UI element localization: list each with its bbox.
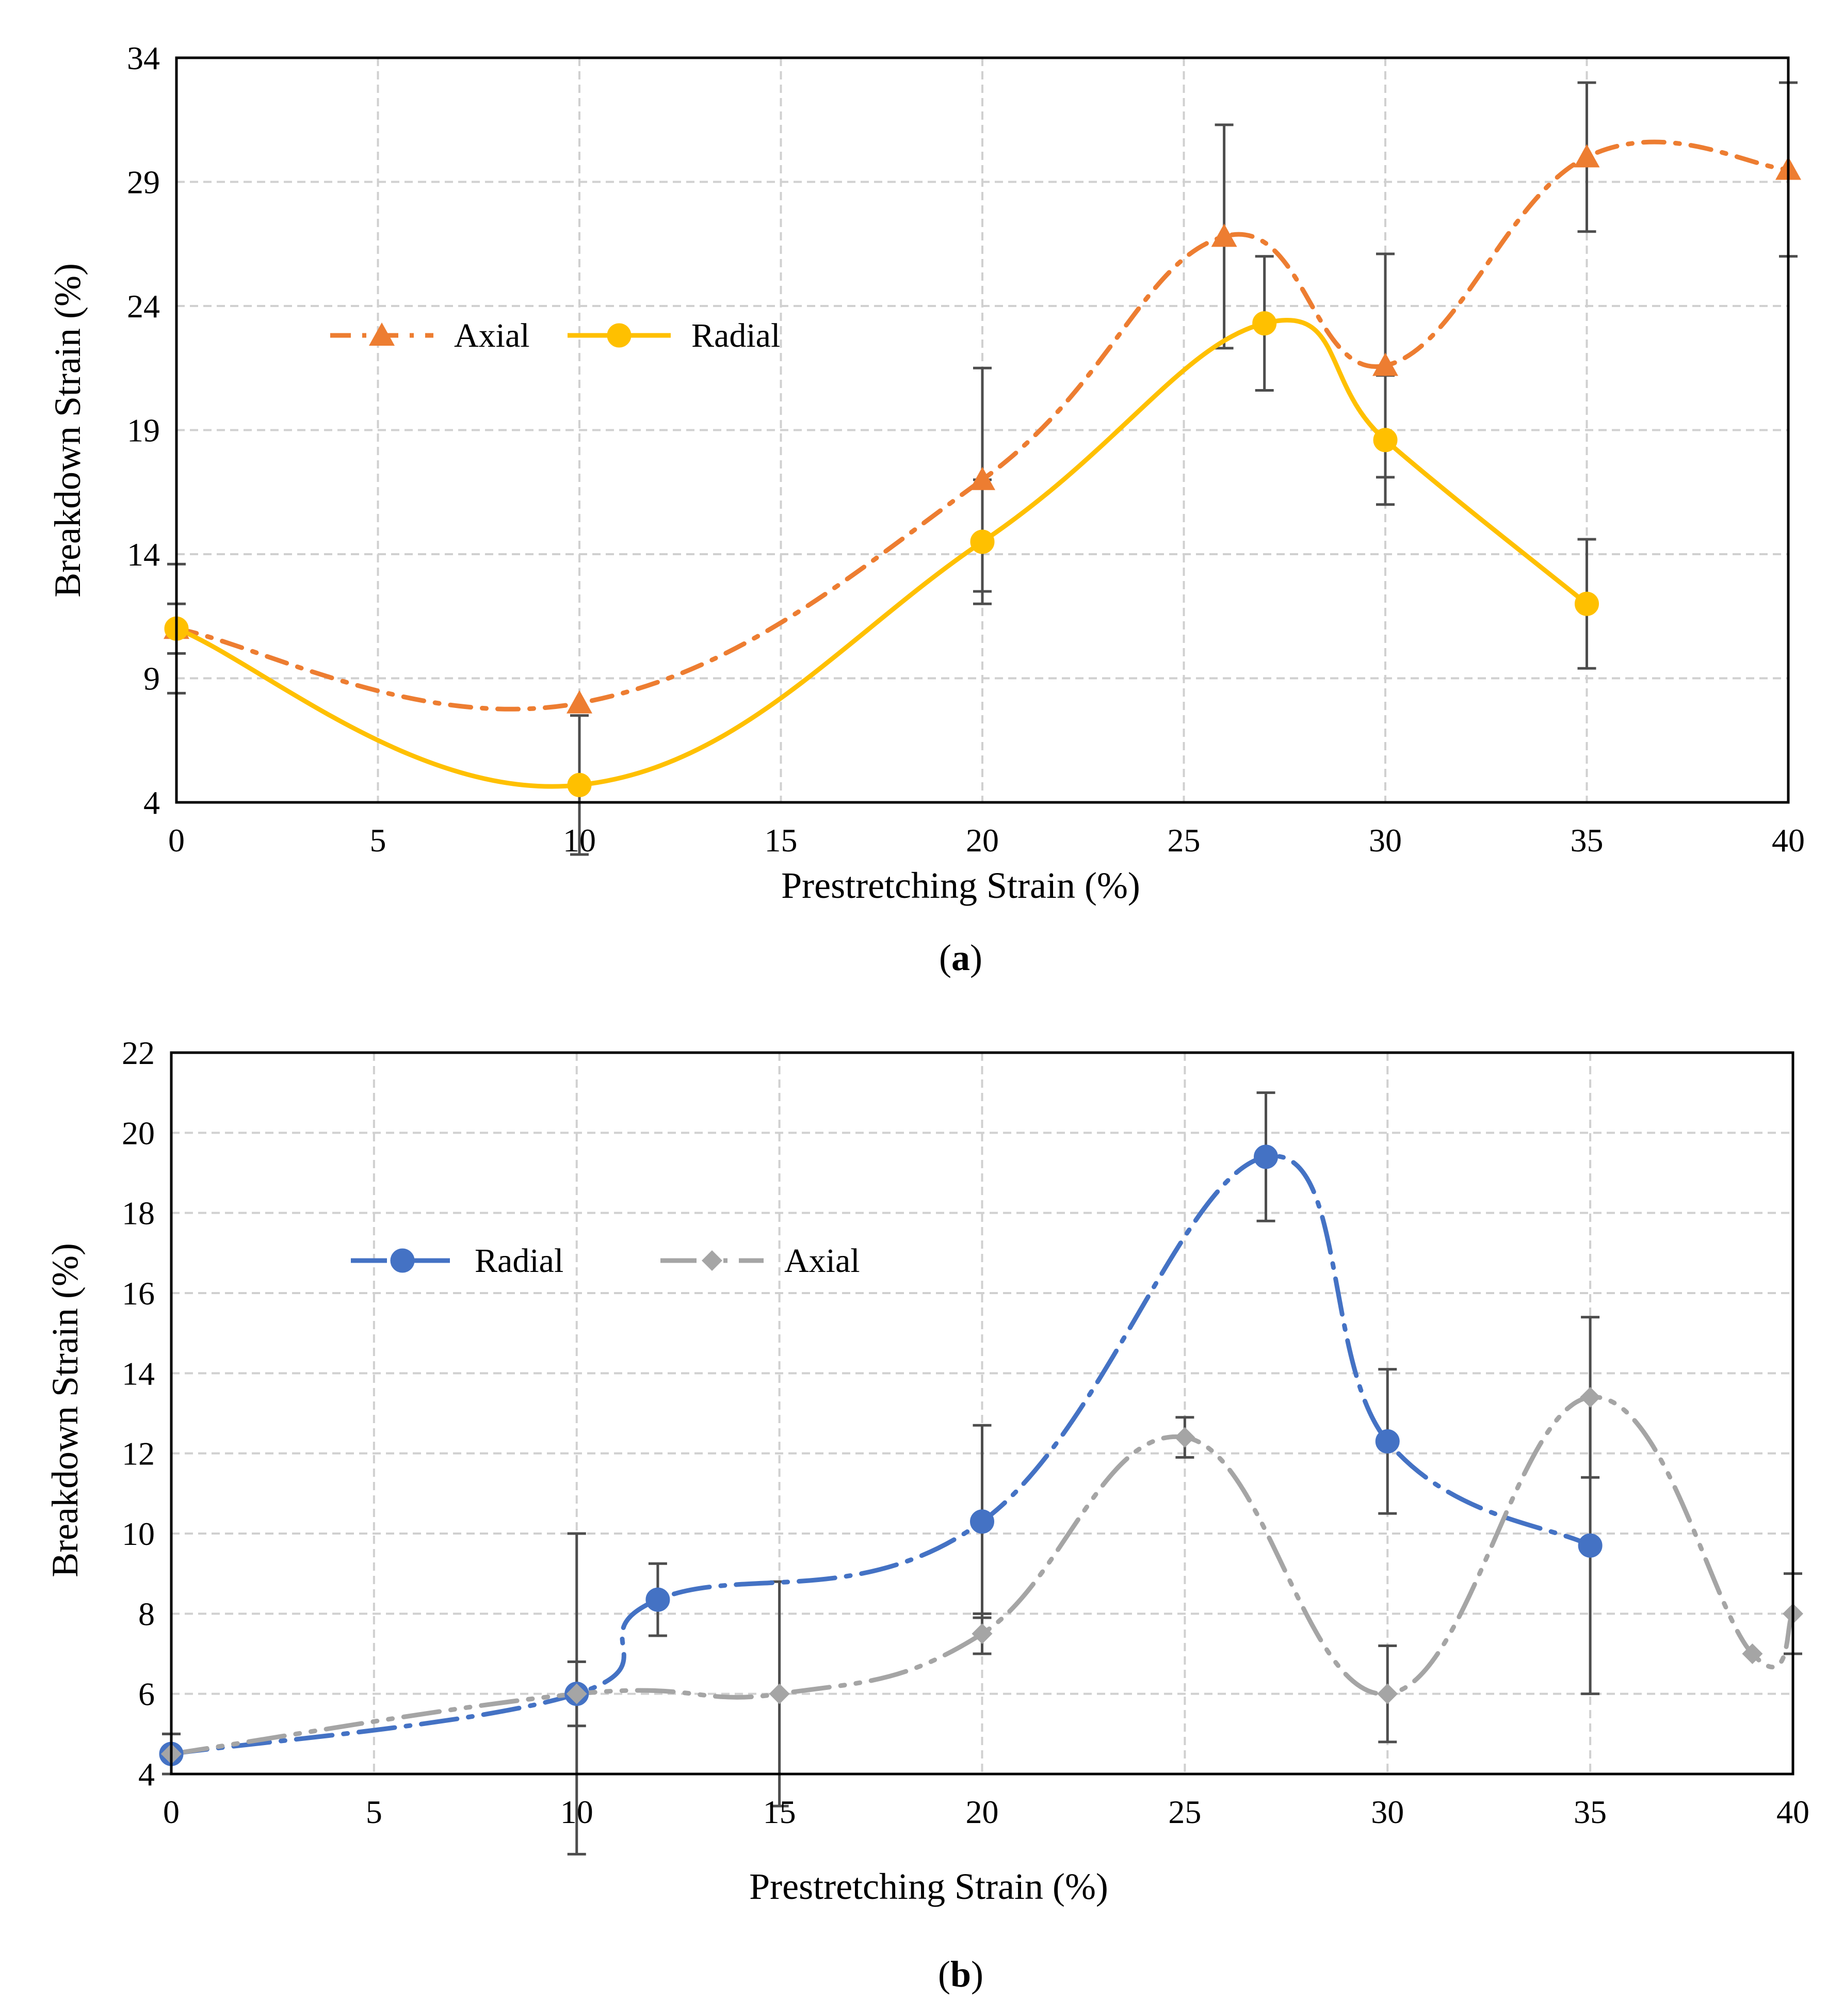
y-tick-label: 16 (122, 1275, 155, 1312)
data-point-axial (1574, 144, 1600, 168)
y-tick-label: 14 (122, 1355, 155, 1392)
plot-frame (175, 56, 1790, 804)
x-tick-label: 20 (966, 1794, 999, 1830)
legend-marker-radial (607, 323, 632, 348)
data-point-radial (970, 1509, 994, 1534)
x-tick-label: 15 (763, 1794, 796, 1830)
x-tick-label: 20 (966, 822, 999, 859)
legend-label-axial: Axial (454, 317, 530, 354)
y-tick-label: 34 (127, 40, 160, 76)
x-tick-label: 15 (765, 822, 798, 859)
x-tick-label: 30 (1369, 822, 1402, 859)
y-tick-label: 4 (138, 1756, 155, 1793)
series-line-axial (174, 139, 1791, 712)
x-tick-label: 25 (1168, 1794, 1201, 1830)
y-tick-label: 14 (127, 536, 160, 573)
data-point-radial (1375, 1429, 1400, 1454)
legend-label-radial: Radial (475, 1242, 563, 1280)
plot-frame (170, 1051, 1794, 1776)
y-tick-label: 9 (143, 660, 160, 697)
data-point-axial (566, 1683, 587, 1704)
data-point-axial (1742, 1643, 1763, 1664)
panel-label-a: (a) (939, 937, 982, 978)
x-tick-label: 35 (1574, 1794, 1607, 1830)
y-tick-label: 20 (122, 1115, 155, 1151)
data-point-radial (1254, 1144, 1279, 1169)
legend-marker-radial (390, 1248, 415, 1273)
x-tick-label: 5 (366, 1794, 382, 1830)
data-point-radial (1578, 1533, 1603, 1558)
x-axis-label: Prestretching Strain (%) (781, 865, 1140, 906)
y-tick-label: 22 (122, 1035, 155, 1071)
y-tick-label: 4 (143, 784, 160, 821)
grid-lines (171, 1053, 1793, 1774)
y-axis-label: Breakdown Strain (%) (47, 263, 88, 598)
legend: Axial Radial (330, 317, 780, 354)
data-point-axial (1580, 1386, 1601, 1408)
y-tick-label: 12 (122, 1436, 155, 1472)
data-point-radial (1373, 428, 1398, 453)
tick-labels: 0 5 10 15 20 25 30 35 40 4 9 14 19 24 29 34 (127, 40, 1805, 859)
data-point-axial (1377, 1683, 1398, 1704)
panel-label-b: (b) (938, 1954, 983, 1995)
x-tick-label: 25 (1168, 822, 1201, 859)
data-point-radial (1252, 311, 1277, 336)
legend-label-radial: Radial (691, 317, 780, 354)
series-line-axial (169, 1395, 1796, 1756)
series-markers (164, 144, 1801, 797)
data-point-axial (769, 1683, 790, 1704)
data-point-axial (969, 466, 995, 490)
chart-panel-b: 0 5 10 15 20 25 30 35 40 4 6 8 10 12 14 16 18 20 22 Radial… (44, 1035, 1809, 1995)
legend: Radial Axial (351, 1242, 860, 1280)
y-tick-label: 18 (122, 1195, 155, 1232)
x-tick-label: 0 (168, 822, 185, 859)
data-point-axial (1211, 223, 1237, 247)
data-point-axial (1174, 1427, 1195, 1448)
series-markers (159, 1144, 1803, 1766)
data-point-axial (1372, 352, 1398, 376)
data-point-radial (970, 529, 995, 554)
x-tick-label: 40 (1772, 822, 1805, 859)
series-line-radial (169, 1153, 1593, 1756)
y-tick-label: 8 (138, 1595, 155, 1632)
y-axis-label: Breakdown Strain (%) (44, 1243, 86, 1577)
y-tick-label: 29 (127, 164, 160, 201)
legend-marker-axial (702, 1250, 722, 1271)
y-tick-label: 10 (122, 1515, 155, 1552)
y-tick-label: 19 (127, 412, 160, 449)
y-tick-label: 6 (138, 1676, 155, 1713)
x-tick-label: 35 (1571, 822, 1604, 859)
y-tick-label: 24 (127, 288, 160, 325)
x-tick-label: 5 (370, 822, 386, 859)
legend-label-axial: Axial (784, 1242, 860, 1280)
x-tick-label: 30 (1371, 1794, 1404, 1830)
x-tick-label: 10 (560, 1794, 593, 1830)
x-tick-label: 40 (1776, 1794, 1809, 1830)
data-point-radial (1575, 591, 1599, 616)
chart-panel-a: 0 5 10 15 20 25 30 35 40 4 9 14 19 24 29 34 Axial Radial… (47, 40, 1805, 978)
data-point-radial (645, 1587, 670, 1612)
data-point-axial (972, 1623, 993, 1644)
legend-marker-axial (369, 322, 395, 346)
tick-labels: 0 5 10 15 20 25 30 35 40 4 6 8 10 12 14 16 18 20 22 (122, 1035, 1809, 1830)
data-point-axial (567, 690, 592, 714)
data-point-radial (567, 772, 592, 797)
x-axis-label: Prestretching Strain (%) (749, 1866, 1108, 1907)
x-tick-label: 10 (563, 822, 596, 859)
x-tick-label: 0 (163, 1794, 180, 1830)
